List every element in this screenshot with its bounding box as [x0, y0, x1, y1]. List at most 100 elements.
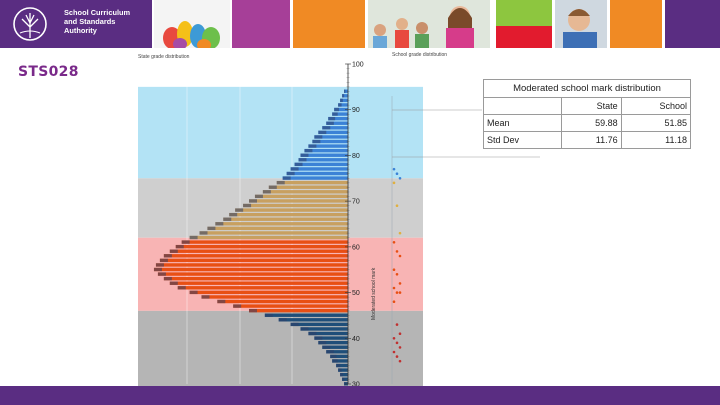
state-bar: [159, 258, 348, 263]
axis-tick-label: 50: [352, 290, 360, 297]
state-bar-cap: [153, 267, 162, 272]
state-bar-cap: [223, 217, 232, 221]
state-bar-cap: [308, 144, 317, 148]
state-bar: [155, 263, 348, 267]
axis-tick-label: 70: [352, 199, 360, 206]
state-bar-cap: [300, 153, 309, 157]
state-bar: [276, 180, 348, 185]
state-bar: [340, 98, 348, 103]
state-bar-cap: [264, 313, 273, 317]
state-bar-cap: [336, 363, 341, 368]
axis-tick-label: 80: [352, 153, 360, 160]
logo-line: Authority: [64, 26, 97, 35]
state-bar: [264, 313, 348, 317]
state-bar: [332, 359, 348, 363]
state-bar-cap: [169, 249, 178, 253]
state-bar: [314, 135, 348, 139]
state-bar-cap: [177, 286, 186, 290]
state-bar-cap: [181, 240, 190, 244]
state-bar: [233, 304, 348, 308]
state-bar: [290, 167, 348, 171]
color-tile-orange: [610, 0, 662, 48]
state-bar: [328, 116, 348, 121]
state-bar-cap: [300, 327, 309, 331]
state-bar-cap: [163, 276, 172, 281]
school-marker: [392, 300, 396, 304]
state-bar: [332, 112, 348, 116]
state-bar: [169, 281, 348, 285]
state-bar-cap: [201, 295, 210, 299]
state-bar: [189, 290, 348, 295]
grade-band: [138, 310, 423, 389]
state-bar: [217, 299, 348, 304]
state-bar-cap: [233, 304, 242, 308]
state-bar: [300, 327, 348, 331]
state-bar: [326, 121, 348, 125]
state-bar: [268, 185, 348, 189]
state-bar: [344, 89, 348, 93]
state-bar-cap: [328, 116, 336, 121]
state-bar: [235, 208, 348, 212]
school-marker: [395, 272, 399, 276]
state-bar-cap: [314, 336, 323, 340]
state-bar: [340, 372, 348, 377]
col-header-state: State: [561, 97, 622, 115]
state-bar: [342, 377, 348, 381]
state-bar-cap: [326, 121, 334, 125]
school-marker: [392, 167, 396, 171]
state-bar-cap: [217, 299, 226, 304]
state-bar: [175, 244, 348, 249]
state-bar: [330, 354, 348, 359]
school-marker: [395, 323, 399, 326]
state-bar: [163, 276, 348, 281]
state-bar: [249, 199, 348, 203]
state-bar-cap: [215, 222, 224, 226]
state-bar: [338, 103, 348, 107]
state-bar-cap: [290, 322, 299, 327]
axis-tick-label: 30: [352, 382, 360, 389]
state-bar: [342, 94, 348, 98]
state-bar: [314, 336, 348, 340]
state-bar: [169, 249, 348, 253]
state-bar-cap: [318, 130, 327, 135]
state-bar-cap: [340, 372, 343, 377]
table-title: Moderated school mark distribution: [483, 79, 691, 98]
state-bar: [308, 144, 348, 148]
state-bar: [294, 162, 348, 167]
state-bar: [207, 226, 348, 231]
state-bar: [338, 368, 348, 372]
state-bar: [304, 148, 348, 153]
state-distribution-bars: [153, 89, 348, 386]
state-bar-cap: [254, 194, 263, 199]
state-bar: [286, 171, 348, 176]
state-bar-cap: [268, 185, 277, 189]
school-marker: [395, 341, 399, 345]
axis-label: Moderated school mark: [371, 267, 377, 320]
state-bar: [177, 286, 348, 290]
school-marker: [395, 355, 399, 358]
header-banner: School Curriculum and Standards Authorit…: [0, 0, 720, 48]
school-marker: [392, 286, 396, 290]
state-bar-cap: [169, 281, 178, 285]
state-bar-cap: [189, 290, 198, 295]
state-bar: [318, 340, 348, 345]
state-bar-cap: [344, 382, 346, 386]
school-value: 11.18: [620, 131, 692, 149]
state-bar-cap: [163, 254, 172, 258]
state-bar-cap: [318, 340, 327, 345]
school-marker: [395, 250, 399, 253]
school-marker: [398, 254, 402, 258]
state-bar-cap: [243, 203, 252, 208]
state-bar: [201, 295, 348, 299]
state-bar: [282, 176, 348, 180]
table-row: Mean 59.88 51.85: [482, 114, 692, 132]
distribution-table: Moderated school mark distribution State…: [482, 79, 692, 149]
state-bar: [243, 203, 348, 208]
state-bar: [298, 158, 348, 162]
page-label: STS028: [18, 64, 79, 80]
color-tile-orange: [293, 0, 365, 48]
row-label: Mean: [482, 114, 563, 132]
state-bar-cap: [159, 258, 168, 263]
state-value: 59.88: [561, 114, 622, 132]
state-bar-cap: [330, 354, 337, 359]
